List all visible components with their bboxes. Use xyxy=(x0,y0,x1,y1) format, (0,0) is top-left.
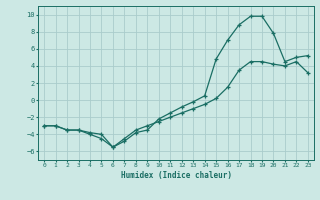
X-axis label: Humidex (Indice chaleur): Humidex (Indice chaleur) xyxy=(121,171,231,180)
